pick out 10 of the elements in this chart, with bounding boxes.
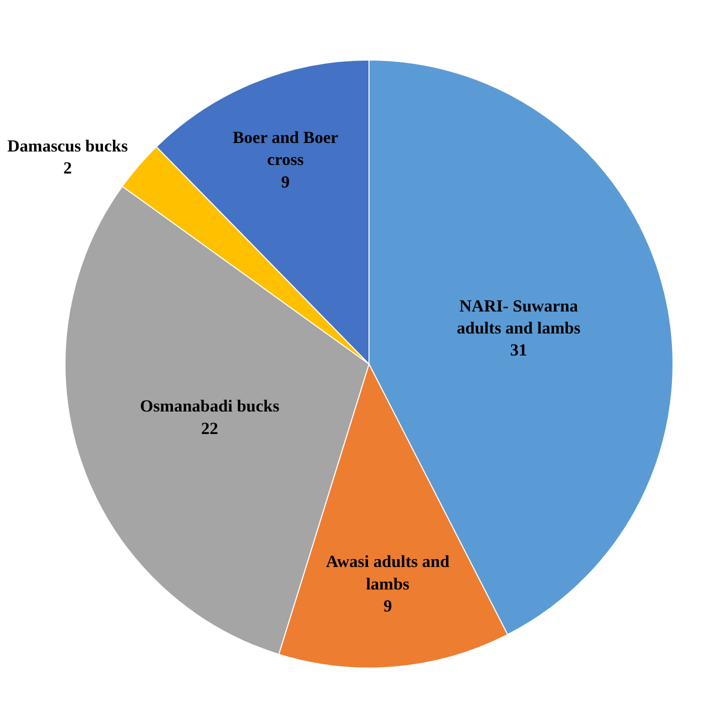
data-label: 31 (510, 340, 528, 360)
slice-label: Awasi adults and lambs (326, 552, 450, 594)
slice-label: Damascus bucks (7, 136, 128, 156)
data-label: 2 (63, 158, 72, 178)
slice-label: Boer and Boer cross (232, 128, 339, 170)
data-label: 9 (281, 172, 290, 192)
data-label: 22 (201, 418, 218, 438)
slice-label: NARI- Suwarna adults and lambs (456, 296, 581, 338)
data-label: 9 (383, 596, 392, 616)
slice-label: Osmanabadi bucks (140, 396, 280, 416)
